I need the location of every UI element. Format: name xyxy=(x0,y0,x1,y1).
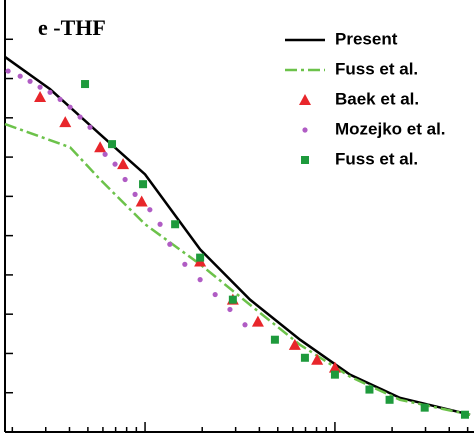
square-marker xyxy=(228,295,237,304)
circle-marker xyxy=(112,161,118,167)
circle-marker xyxy=(212,291,218,298)
circle-marker xyxy=(197,277,203,283)
circle-marker xyxy=(5,68,11,74)
square-marker xyxy=(420,403,429,412)
triangle-marker xyxy=(34,91,47,103)
square-marker xyxy=(270,335,279,344)
triangle-marker xyxy=(117,158,130,170)
series-line xyxy=(4,55,471,416)
circle-marker xyxy=(227,306,233,313)
triangle-marker xyxy=(251,315,264,327)
circle-marker xyxy=(147,207,153,213)
circle-marker xyxy=(37,84,43,90)
triangle-marker xyxy=(311,353,324,365)
series-line xyxy=(4,122,471,416)
square-marker xyxy=(365,385,374,394)
circle-marker xyxy=(132,191,138,197)
circle-marker xyxy=(182,261,188,267)
circle-marker xyxy=(242,322,248,328)
triangle-marker xyxy=(288,338,301,350)
triangle-marker xyxy=(328,361,341,373)
circle-marker xyxy=(87,124,93,130)
square-marker xyxy=(330,370,339,379)
triangle-marker xyxy=(94,141,107,153)
circle-marker xyxy=(77,114,83,120)
square-marker xyxy=(300,353,309,362)
chart-title: e -THF xyxy=(38,15,106,40)
legend: Present Fuss et al. Baek et al. Mozejko et … xyxy=(285,29,446,168)
legend-swatch xyxy=(299,94,311,105)
legend-label: Baek et al. xyxy=(335,89,419,108)
legend-swatch xyxy=(301,156,309,164)
circle-marker xyxy=(17,73,23,79)
circle-marker xyxy=(27,78,33,84)
square-marker xyxy=(385,395,394,404)
circle-marker xyxy=(102,151,108,157)
triangle-marker xyxy=(135,195,148,207)
legend-swatch xyxy=(302,127,308,133)
circle-marker xyxy=(67,104,73,110)
square-marker xyxy=(139,180,148,189)
square-marker xyxy=(196,253,205,262)
legend-label: Fuss et al. xyxy=(335,59,418,78)
circle-marker xyxy=(47,89,53,95)
square-marker xyxy=(460,410,469,419)
circle-marker xyxy=(122,176,128,183)
square-marker xyxy=(171,220,180,229)
circle-marker xyxy=(167,241,173,247)
plot-area xyxy=(4,55,471,419)
square-marker xyxy=(81,80,90,89)
legend-label: Fuss et al. xyxy=(335,149,418,168)
circle-marker xyxy=(57,96,63,102)
legend-label: Mozejko et al. xyxy=(335,119,446,138)
square-marker xyxy=(108,140,117,149)
triangle-marker xyxy=(59,116,72,128)
legend-label: Present xyxy=(335,29,398,48)
circle-marker xyxy=(157,221,163,227)
